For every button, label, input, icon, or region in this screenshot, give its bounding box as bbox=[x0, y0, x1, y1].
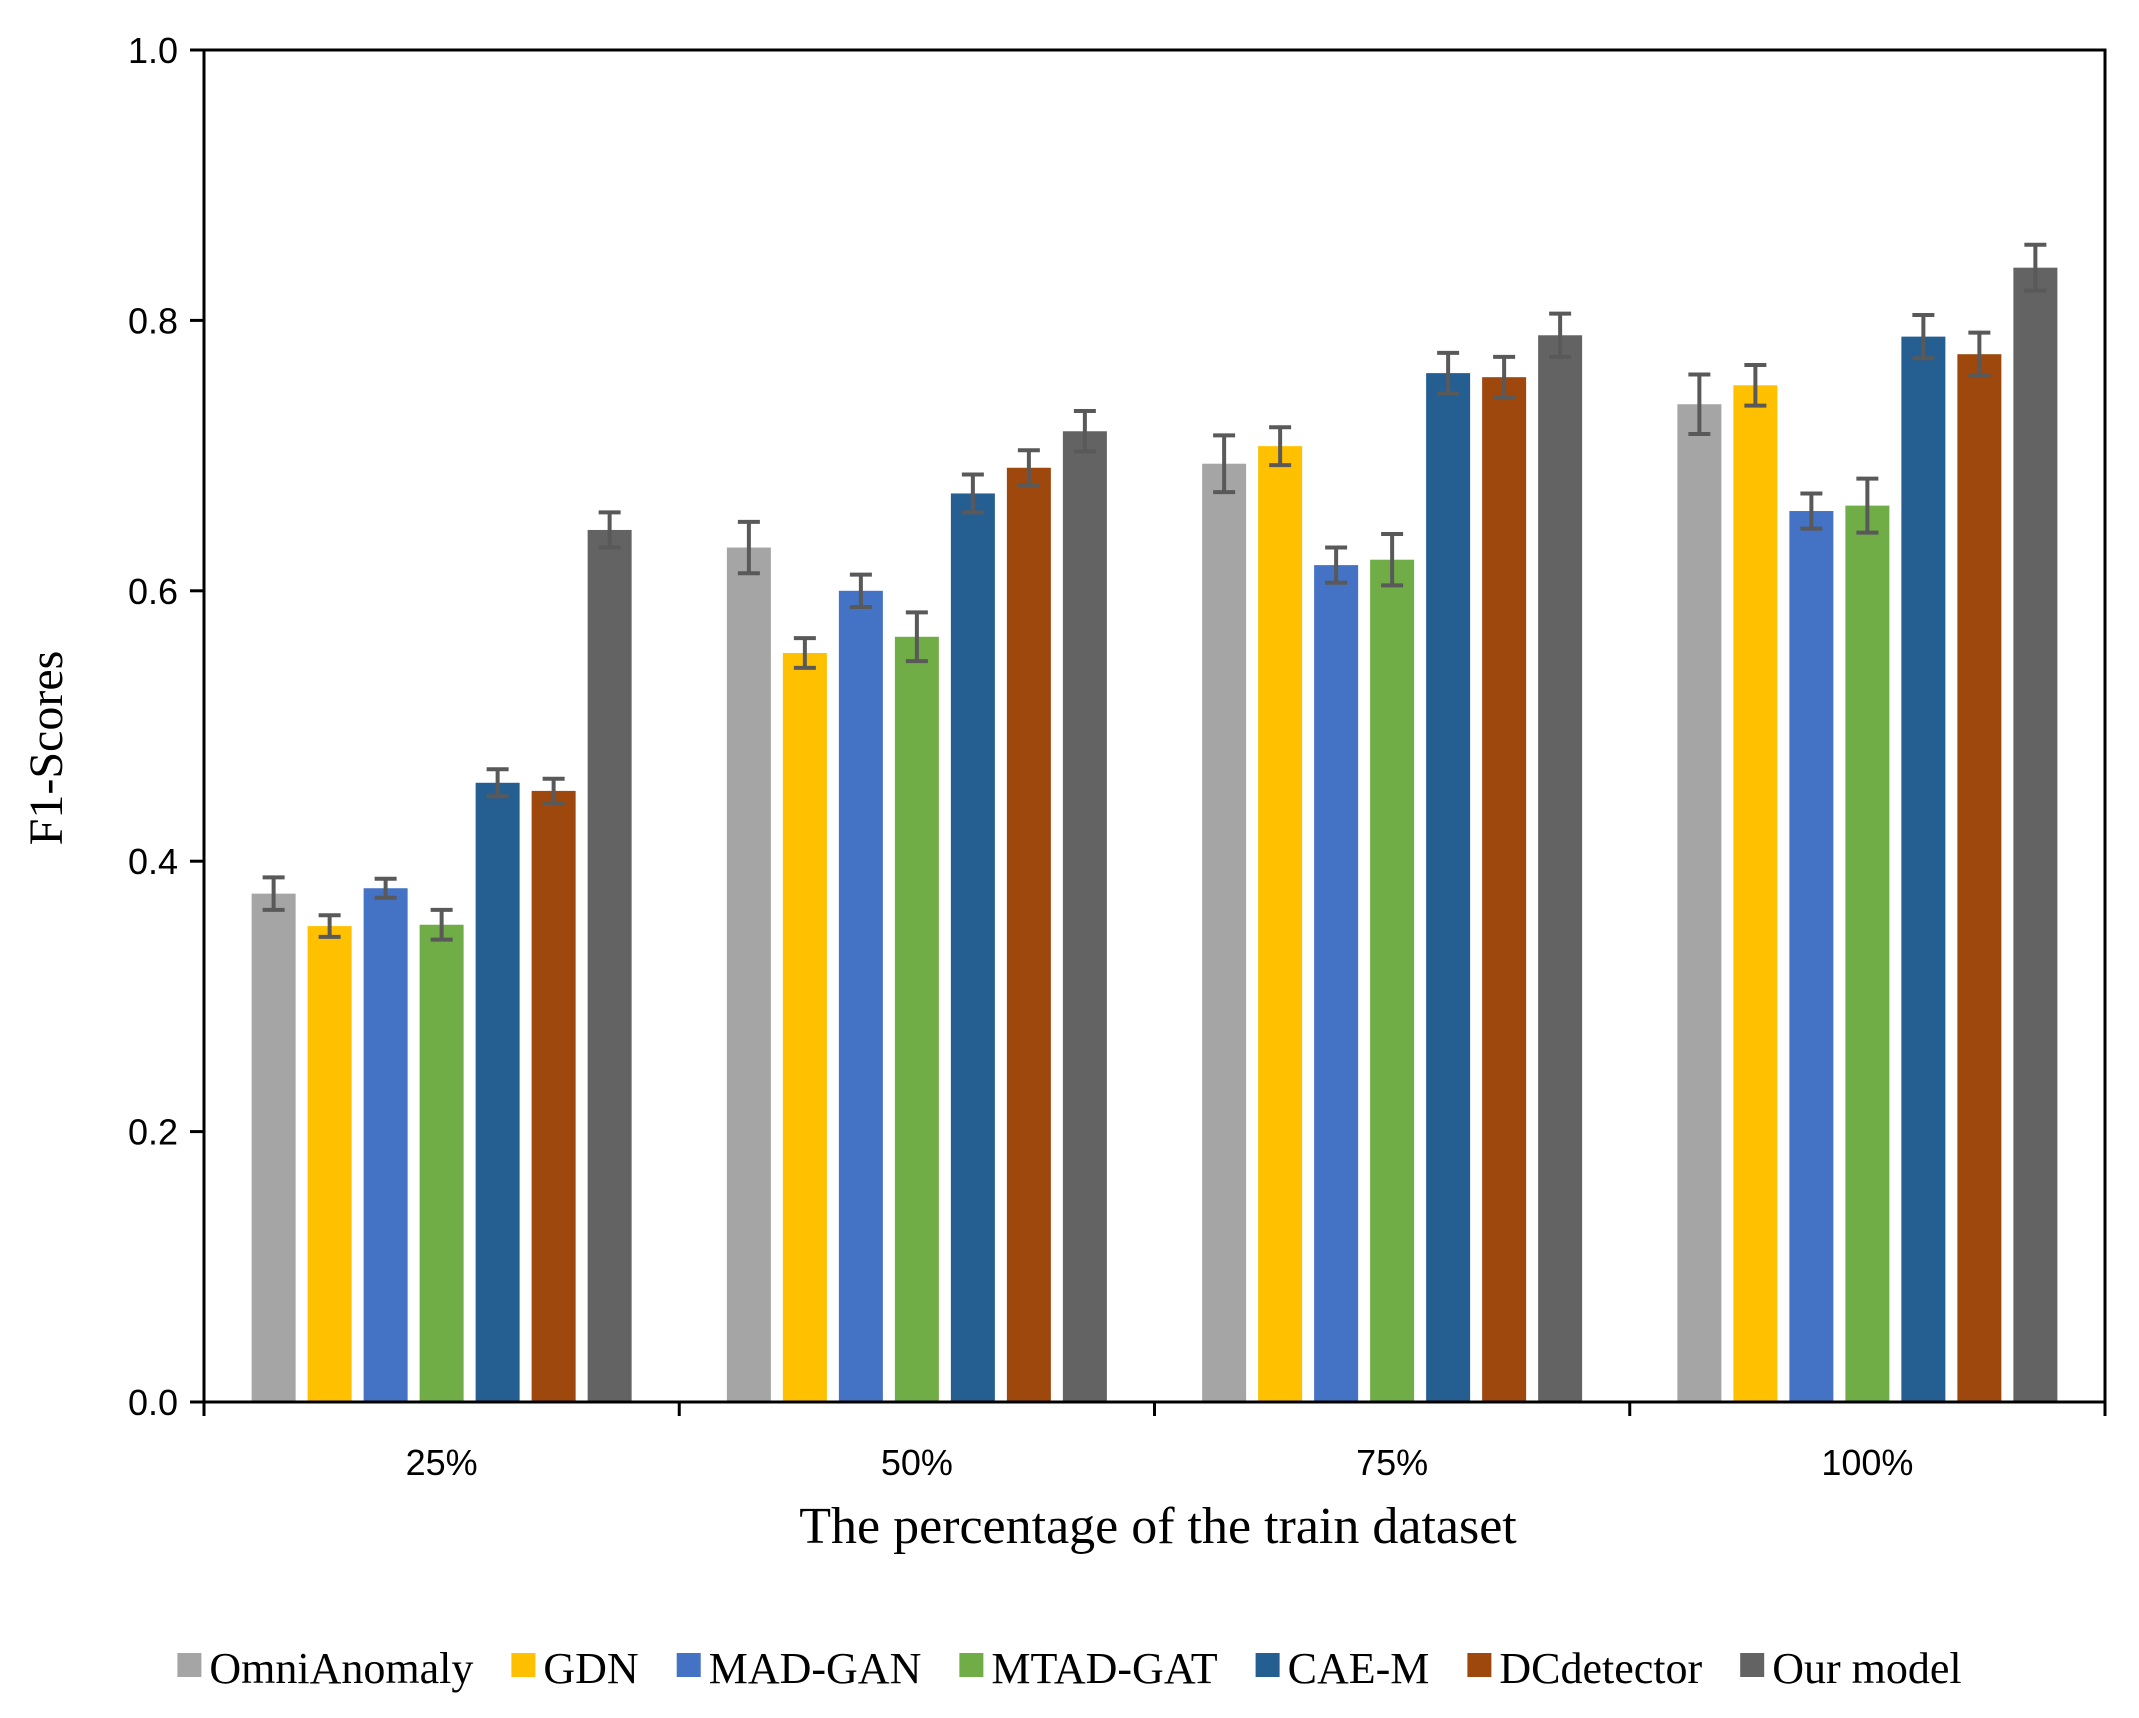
legend-item-mad-gan: MAD-GAN bbox=[676, 1644, 922, 1693]
legend-swatch bbox=[1740, 1653, 1765, 1677]
bar-omnianomaly-100pct bbox=[1677, 404, 1722, 1402]
legend-swatch bbox=[959, 1653, 984, 1677]
y-axis-title: F1-Scores bbox=[20, 651, 73, 846]
bar-cae-m-75pct bbox=[1426, 373, 1471, 1403]
x-tick-label: 75% bbox=[1356, 1442, 1428, 1483]
error-bar bbox=[486, 767, 509, 799]
x-tick-label: 25% bbox=[406, 1442, 478, 1483]
legend-item-omnianomaly: OmniAnomaly bbox=[177, 1644, 473, 1693]
bar-mad-gan-25pct bbox=[363, 888, 408, 1402]
bars-layer bbox=[251, 267, 2058, 1403]
bar-our-model-100pct bbox=[2013, 267, 2058, 1402]
bar-our-model-50pct bbox=[1062, 431, 1107, 1402]
y-tick-label: 0.6 bbox=[128, 571, 178, 612]
error-bar bbox=[793, 636, 816, 670]
bar-mad-gan-75pct bbox=[1314, 565, 1359, 1402]
error-bar bbox=[1549, 311, 1572, 359]
bar-mtad-gat-50pct bbox=[894, 636, 939, 1402]
bar-omnianomaly-25pct bbox=[251, 893, 296, 1402]
y-tick-label: 0.0 bbox=[128, 1382, 178, 1423]
bar-dcdetector-75pct bbox=[1482, 377, 1527, 1403]
bar-mtad-gat-75pct bbox=[1370, 559, 1415, 1402]
error-bar bbox=[598, 510, 621, 550]
legend-label: MTAD-GAT bbox=[991, 1644, 1217, 1693]
legend-swatch bbox=[1255, 1653, 1280, 1677]
error-bar bbox=[1213, 433, 1236, 495]
error-bar bbox=[1381, 532, 1404, 588]
legend-label: MAD-GAN bbox=[709, 1644, 922, 1693]
error-bar bbox=[1744, 363, 1767, 408]
legend-label: GDN bbox=[543, 1644, 638, 1693]
legend-swatch bbox=[1467, 1653, 1492, 1677]
y-tick-label: 0.8 bbox=[128, 300, 178, 341]
x-tick-labels: 25% 50% 75% 100% bbox=[406, 1442, 1914, 1483]
bar-mtad-gat-100pct bbox=[1845, 505, 1890, 1402]
error-bar bbox=[849, 572, 872, 610]
bar-gdn-100pct bbox=[1733, 385, 1778, 1402]
error-bar bbox=[1493, 354, 1516, 400]
x-tick-label: 100% bbox=[1821, 1442, 1913, 1483]
error-bar bbox=[1437, 350, 1460, 396]
legend-item-cae-m: CAE-M bbox=[1255, 1644, 1430, 1693]
error-bar bbox=[542, 776, 565, 806]
error-bar bbox=[1912, 312, 1935, 361]
bar-dcdetector-50pct bbox=[1006, 467, 1051, 1402]
y-tick-label: 1.0 bbox=[128, 30, 178, 71]
error-bar bbox=[430, 907, 453, 942]
legend-item-gdn: GDN bbox=[511, 1644, 639, 1693]
axes-layer bbox=[190, 48, 2107, 1416]
error-bar bbox=[1856, 476, 1879, 535]
bar-gdn-75pct bbox=[1258, 446, 1303, 1402]
error-bar bbox=[1073, 408, 1096, 454]
bar-cae-m-50pct bbox=[950, 493, 995, 1402]
legend-swatch bbox=[177, 1653, 202, 1677]
bar-omnianomaly-50pct bbox=[726, 547, 771, 1402]
bar-gdn-25pct bbox=[307, 926, 352, 1402]
legend-swatch bbox=[676, 1653, 701, 1677]
error-bars-layer bbox=[262, 242, 2047, 942]
bar-dcdetector-100pct bbox=[1957, 354, 2002, 1403]
x-axis-title: The percentage of the train dataset bbox=[799, 1498, 1517, 1555]
legend-label: Our model bbox=[1772, 1644, 1961, 1693]
y-tick-labels: 0.0 0.2 0.4 0.6 0.8 1.0 bbox=[128, 30, 178, 1423]
error-bar bbox=[318, 913, 341, 939]
legend-item-dcdetector: DCdetector bbox=[1467, 1644, 1703, 1693]
error-bar bbox=[374, 876, 397, 900]
error-bar bbox=[905, 610, 928, 664]
error-bar bbox=[737, 519, 760, 576]
error-bar bbox=[1968, 330, 1991, 378]
error-bar bbox=[1688, 372, 1711, 436]
legend-label: DCdetector bbox=[1499, 1644, 1702, 1693]
bar-mad-gan-100pct bbox=[1789, 511, 1834, 1403]
bar-dcdetector-25pct bbox=[531, 790, 576, 1402]
legend-item-our-model: Our model bbox=[1740, 1644, 1962, 1693]
y-tick-label: 0.4 bbox=[128, 841, 178, 882]
bar-our-model-75pct bbox=[1538, 335, 1583, 1403]
bar-gdn-50pct bbox=[782, 652, 827, 1402]
legend-label: CAE-M bbox=[1288, 1644, 1430, 1693]
bar-mad-gan-50pct bbox=[838, 590, 883, 1402]
error-bar bbox=[961, 472, 984, 515]
bar-cae-m-25pct bbox=[475, 782, 520, 1402]
legend-swatch bbox=[511, 1653, 536, 1677]
bar-mtad-gat-25pct bbox=[419, 924, 464, 1402]
x-tick-label: 50% bbox=[881, 1442, 953, 1483]
bar-cae-m-100pct bbox=[1901, 336, 1946, 1402]
legend: OmniAnomaly GDN MAD-GAN MTAD-GAT CAE-M DCdete… bbox=[177, 1644, 1962, 1693]
bar-omnianomaly-75pct bbox=[1202, 463, 1247, 1402]
bar-our-model-25pct bbox=[587, 529, 632, 1402]
legend-label: OmniAnomaly bbox=[209, 1644, 473, 1693]
error-bar bbox=[1325, 545, 1348, 585]
y-tick-label: 0.2 bbox=[128, 1112, 178, 1153]
error-bar bbox=[1800, 491, 1823, 531]
error-bar bbox=[1017, 448, 1040, 488]
error-bar bbox=[262, 875, 285, 912]
error-bar bbox=[1269, 425, 1292, 468]
error-bar bbox=[2024, 242, 2047, 293]
legend-item-mtad-gat: MTAD-GAT bbox=[959, 1644, 1218, 1693]
